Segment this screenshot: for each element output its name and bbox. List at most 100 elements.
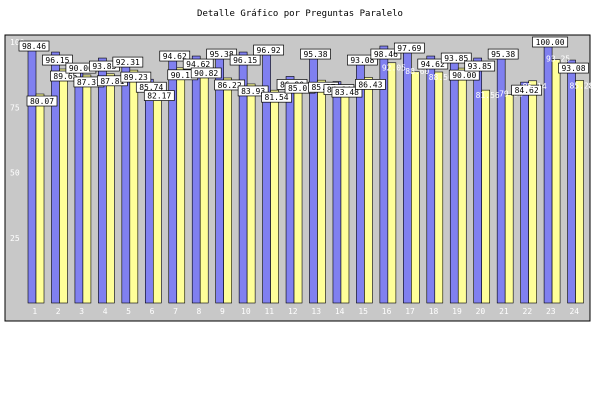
value-label-series1: 93.85 — [464, 60, 496, 72]
value-label-series1: 95.38 — [206, 48, 238, 60]
x-tick-label: 19 — [452, 307, 462, 316]
value-label-series1: 96.15 — [42, 54, 73, 66]
bar-series1-12 — [285, 76, 295, 304]
value-label-series1-text: 93.85 — [92, 62, 116, 71]
value-label-series2-text: 89.65 — [53, 72, 77, 81]
value-label-series1-text: 94.62 — [163, 52, 187, 61]
bar-series2-15 — [364, 77, 373, 304]
bars — [27, 41, 584, 304]
value-label-series1-text: 100.00 — [536, 38, 565, 47]
value-label-series1-text: 84.62 — [515, 86, 539, 95]
value-label-series1-box — [159, 50, 191, 62]
value-label-series1-text: 98.46 — [22, 42, 46, 51]
value-label-series2-text: 83.48 — [335, 88, 359, 97]
value-label-series2: 89.23 — [120, 71, 152, 83]
value-label-series1: 93.08 — [558, 62, 589, 74]
bar-series1-17 — [403, 47, 412, 304]
value-label-series2-text: 85.37 — [311, 83, 335, 92]
bar-series2-2 — [59, 68, 68, 304]
x-tick-label: 17 — [405, 307, 415, 316]
value-label-series1-text: 95.38 — [491, 50, 515, 59]
value-label-series2: 89.65 — [50, 70, 81, 82]
value-label-series2-text: 81.54 — [265, 93, 289, 102]
value-label-series2-box — [143, 90, 175, 101]
value-label-series1-box — [511, 84, 542, 96]
x-tick-label: 21 — [499, 307, 509, 316]
value-label-series1-text: 94.62 — [421, 60, 445, 69]
value-label-series1-box — [532, 36, 569, 48]
bar-series2-9 — [223, 77, 232, 304]
value-label-series1-box — [229, 54, 261, 66]
value-label-series2-text: 90.00 — [452, 71, 476, 80]
bar-series1-18 — [426, 55, 436, 304]
value-label-series2-text: 85.01 — [288, 84, 312, 93]
value-label-series2: 79.86 — [499, 90, 523, 99]
y-tick-label: 50 — [10, 169, 20, 178]
value-label-series1-box — [347, 54, 378, 66]
value-label-series2-box — [331, 86, 363, 98]
bar-series2-3 — [82, 74, 92, 304]
bar-series2-17 — [411, 71, 420, 304]
y-tick-label: 25 — [10, 234, 20, 243]
value-label-series2: 82.17 — [143, 90, 175, 101]
value-labels: 98.4680.0796.1589.6590.0087.3793.8587.81… — [18, 36, 594, 107]
x-tick-label: 3 — [79, 307, 84, 316]
bar-series1-8 — [191, 55, 201, 304]
bar-series1-19 — [449, 57, 459, 304]
value-label-series1-box — [393, 42, 425, 54]
value-label-series2-text: 80.07 — [30, 97, 54, 106]
x-tick-label: 7 — [173, 307, 178, 316]
value-label-series1: 96.15 — [229, 54, 261, 66]
value-label-series1-box — [253, 44, 284, 56]
value-label-series2-text: 86.22 — [218, 81, 242, 90]
value-label-series2-text: 87.37 — [77, 78, 101, 87]
value-label-series1-text: 93.85 — [444, 54, 468, 63]
value-label-series1-box — [206, 48, 238, 60]
value-label-series2: 81.54 — [261, 91, 292, 103]
value-label-series2-box — [26, 95, 58, 107]
bar-series2-4 — [106, 73, 115, 304]
value-label-series1-text: 93.08 — [350, 56, 374, 65]
value-label-series2: 80.07 — [26, 95, 58, 107]
bar-series2-23 — [551, 59, 561, 304]
bar-series2-5 — [129, 69, 139, 304]
value-label-series1-box — [370, 48, 402, 60]
value-label-series2-box — [261, 91, 292, 103]
x-tick-label: 2 — [56, 307, 61, 316]
value-label-series1-text: 97.69 — [397, 44, 421, 53]
x-tick-label: 18 — [429, 307, 439, 316]
bar-series1-4 — [98, 57, 107, 304]
value-label-series1: 94.62 — [417, 58, 449, 70]
bar-series1-2 — [51, 51, 60, 304]
value-label-series1-box — [300, 48, 331, 60]
y-tick-label: 75 — [10, 103, 20, 112]
value-label-series1-text: 93.85 — [468, 62, 492, 71]
bar-series2-11 — [270, 89, 279, 304]
value-label-series1-text: 95.38 — [210, 50, 234, 59]
value-label-series1-box — [42, 54, 73, 66]
value-label-series1: 95.38 — [300, 48, 331, 60]
x-axis-ticks: 1 2 3 4 5 6 7 8 9 10 11 12 13 14 15 16 17 18 19 20 21 22 23 24 — [32, 307, 579, 316]
x-tick-label: 9 — [220, 307, 225, 316]
value-label-series1: 94.62 — [182, 58, 214, 70]
value-label-series1-text: 93.08 — [561, 64, 585, 73]
value-label-series2-box — [355, 79, 386, 90]
x-tick-label: 10 — [241, 307, 251, 316]
bar-series2-10 — [246, 83, 256, 304]
x-tick-label: 14 — [335, 307, 345, 316]
bar-series2-24 — [575, 80, 584, 304]
y-tick-label: 100 — [10, 38, 25, 47]
value-label-series1-box — [112, 56, 144, 68]
bar-series2-19 — [457, 67, 467, 304]
bar-series2-7 — [176, 67, 186, 304]
value-label-series1-text: 96.92 — [257, 46, 281, 55]
value-label-series1-box — [464, 60, 496, 72]
value-label-series1-text: 94.62 — [186, 60, 210, 69]
x-tick-label: 5 — [126, 307, 131, 316]
bar-series2-21 — [504, 94, 514, 304]
x-tick-label: 20 — [476, 307, 486, 316]
x-tick-label: 4 — [103, 307, 108, 316]
value-label-series2-text: 82.17 — [147, 92, 171, 101]
value-label-series1: 84.62 — [511, 84, 542, 96]
x-tick-label: 6 — [150, 307, 155, 316]
